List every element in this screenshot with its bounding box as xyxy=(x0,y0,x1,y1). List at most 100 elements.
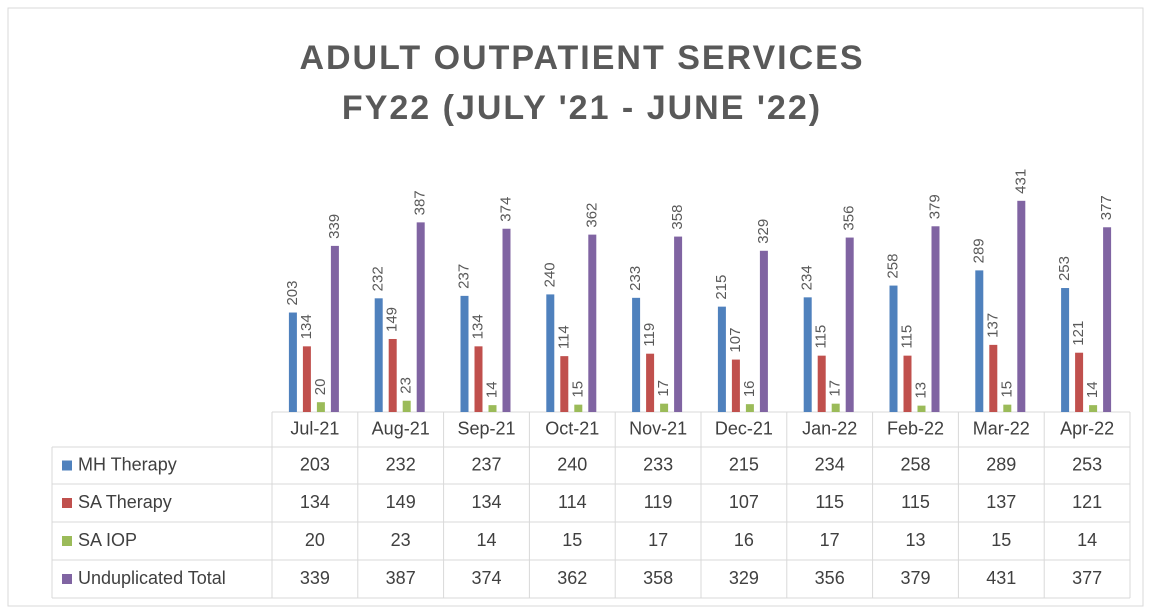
chart-frame xyxy=(7,7,1144,607)
table-cell: 233 xyxy=(643,454,673,474)
table-cell: 14 xyxy=(1077,530,1097,550)
data-label: 15 xyxy=(998,381,1015,398)
data-label: 115 xyxy=(813,325,830,349)
bar xyxy=(759,250,768,412)
table-cell: 329 xyxy=(729,568,759,588)
bar xyxy=(416,222,425,412)
bar xyxy=(488,405,497,412)
bar xyxy=(660,403,669,412)
data-label: 134 xyxy=(298,314,315,339)
table-cell: 387 xyxy=(386,568,416,588)
data-label: 23 xyxy=(398,377,415,394)
bar xyxy=(560,356,569,412)
data-label: 137 xyxy=(984,313,1001,338)
bar xyxy=(903,355,912,412)
table-cell: 215 xyxy=(729,454,759,474)
table-cell: 339 xyxy=(300,568,330,588)
data-label: 374 xyxy=(497,197,514,222)
chart-title: ADULT OUTPATIENT SERVICES xyxy=(299,39,864,77)
bar xyxy=(574,404,583,412)
data-label: 431 xyxy=(1012,169,1029,194)
table-cell: 253 xyxy=(1072,454,1102,474)
table-cell: 119 xyxy=(644,492,673,512)
bar xyxy=(889,285,898,412)
data-label: 115 xyxy=(898,325,915,349)
bar xyxy=(588,234,597,412)
data-label: 17 xyxy=(827,380,844,397)
table-cell: 232 xyxy=(386,454,416,474)
bar xyxy=(374,298,383,412)
table-cell: 23 xyxy=(391,530,411,550)
x-tick-label: Jul-21 xyxy=(290,418,339,438)
bar xyxy=(831,403,840,412)
table-cell: 149 xyxy=(386,492,416,512)
table-cell: 203 xyxy=(300,454,330,474)
bar xyxy=(646,353,655,412)
data-label: 13 xyxy=(912,382,929,399)
table-cell: 289 xyxy=(986,454,1016,474)
table-cell: 377 xyxy=(1072,568,1102,588)
data-label: 289 xyxy=(970,238,987,263)
data-label: 149 xyxy=(384,307,401,332)
bar xyxy=(546,294,555,412)
legend-key xyxy=(62,498,72,508)
bar xyxy=(845,237,854,412)
bar xyxy=(1003,404,1012,412)
table-cell: 374 xyxy=(471,568,501,588)
table-cell: 356 xyxy=(815,568,845,588)
table-cell: 107 xyxy=(729,492,759,512)
x-tick-label: Sep-21 xyxy=(457,418,515,438)
legend-key xyxy=(62,460,72,471)
data-label: 362 xyxy=(583,203,600,228)
data-label: 258 xyxy=(884,254,901,279)
bar xyxy=(917,405,926,412)
bar xyxy=(1075,352,1084,412)
data-label: 240 xyxy=(541,262,558,287)
table-cell: 114 xyxy=(558,492,587,512)
data-label: 17 xyxy=(655,380,672,397)
data-label: 253 xyxy=(1056,256,1073,281)
data-label: 387 xyxy=(412,190,429,215)
table-cell: 17 xyxy=(648,530,668,550)
bar xyxy=(632,297,641,412)
data-label: 203 xyxy=(284,280,301,305)
table-cell: 237 xyxy=(471,454,501,474)
bar xyxy=(1017,200,1026,412)
legend-label: SA Therapy xyxy=(78,492,172,512)
bar xyxy=(474,346,483,412)
table-cell: 134 xyxy=(471,492,501,512)
table-cell: 134 xyxy=(300,492,330,512)
x-tick-label: Feb-22 xyxy=(887,418,944,438)
data-label: 232 xyxy=(370,266,387,291)
bar xyxy=(460,295,469,412)
table-cell: 16 xyxy=(734,530,754,550)
bar xyxy=(975,270,984,412)
data-label: 329 xyxy=(755,219,772,244)
data-label: 358 xyxy=(669,205,686,230)
table-cell: 137 xyxy=(986,492,1016,512)
legend-key xyxy=(62,536,72,546)
bar xyxy=(502,228,511,412)
bar xyxy=(817,355,826,412)
table-cell: 13 xyxy=(905,530,925,550)
table-cell: 121 xyxy=(1072,492,1102,512)
data-label: 379 xyxy=(926,194,943,219)
data-label: 14 xyxy=(483,381,500,398)
bar xyxy=(731,359,740,412)
table-cell: 431 xyxy=(986,568,1016,588)
bar xyxy=(674,236,683,412)
table-cell: 115 xyxy=(815,492,844,512)
table-cell: 258 xyxy=(900,454,930,474)
data-label: 121 xyxy=(1070,321,1087,346)
data-label: 377 xyxy=(1098,195,1115,220)
table-cell: 358 xyxy=(643,568,673,588)
data-label: 20 xyxy=(312,379,329,396)
bar xyxy=(1089,405,1098,412)
data-label: 233 xyxy=(627,266,644,291)
bar xyxy=(402,400,411,412)
data-label: 215 xyxy=(713,275,730,300)
bar xyxy=(803,297,812,412)
data-label: 16 xyxy=(741,380,758,397)
legend-label: MH Therapy xyxy=(78,454,177,474)
